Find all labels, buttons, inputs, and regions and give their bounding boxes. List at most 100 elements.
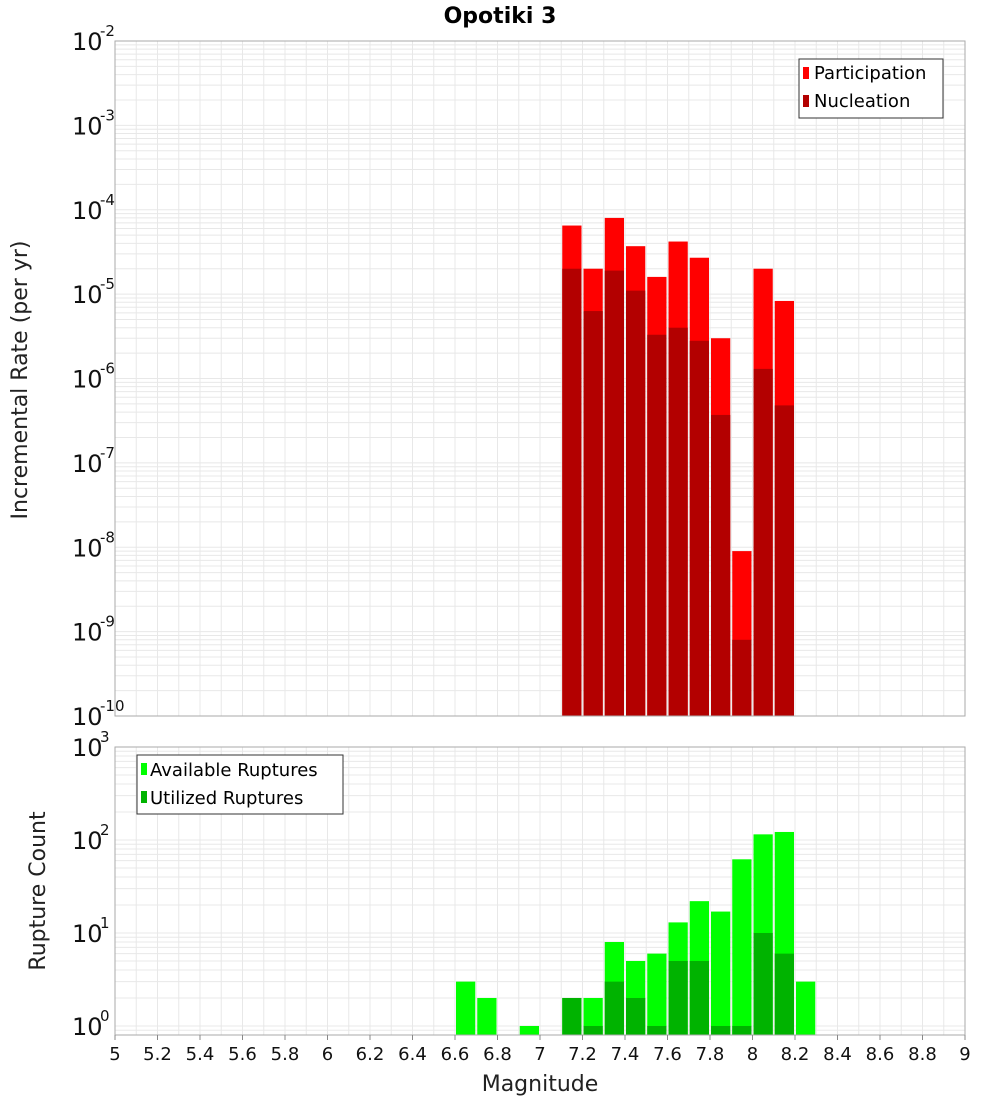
utilized-ruptures-bar [562, 997, 582, 1035]
y-tick-label: 10 [72, 619, 103, 647]
y-tick-label: 10 [72, 1013, 103, 1041]
y-tick-label: 10 [72, 450, 103, 478]
x-tick-label: 8.2 [781, 1044, 810, 1065]
x-tick-label: 8 [747, 1044, 758, 1065]
x-tick-label: 7.8 [696, 1044, 725, 1065]
y-tick-label: 10 [72, 734, 103, 762]
x-tick-label: 6.6 [441, 1044, 470, 1065]
available-ruptures-bar [732, 859, 752, 1035]
y-tick-exponent: 0 [100, 1007, 110, 1025]
y-tick-label: 10 [72, 920, 103, 948]
legend-swatch-participation [803, 67, 809, 79]
nucleation-bar [562, 268, 582, 716]
x-tick-label: 8.4 [823, 1044, 852, 1065]
x-tick-label: 5.6 [228, 1044, 257, 1065]
nucleation-bar [604, 270, 624, 716]
y-tick-label: 10 [72, 112, 103, 140]
y-tick-label: 10 [72, 534, 103, 562]
available-ruptures-bar [519, 1025, 539, 1035]
legend-swatch-utilized [141, 791, 147, 803]
x-tick-label: 5.8 [271, 1044, 300, 1065]
utilized-ruptures-bar [732, 1025, 752, 1035]
utilized-ruptures-bar [689, 960, 709, 1035]
count-plot-y-axis-label: Rupture Count [26, 811, 51, 971]
x-tick-label: 7.6 [653, 1044, 682, 1065]
available-ruptures-bar [456, 981, 476, 1035]
x-tick-label: 9 [959, 1044, 970, 1065]
y-tick-exponent: 3 [100, 728, 110, 746]
y-tick-exponent: -7 [100, 444, 115, 462]
available-ruptures-bar [796, 981, 816, 1035]
legend-box [136, 754, 344, 815]
y-tick-exponent: -5 [100, 275, 115, 293]
rate-plot-y-axis-label: Incremental Rate (per yr) [8, 241, 33, 520]
legend-label-participation: Participation [814, 63, 926, 84]
y-tick-exponent: 2 [100, 821, 110, 839]
utilized-ruptures-bar [583, 1025, 603, 1035]
x-axis-label: Magnitude [482, 1072, 599, 1097]
utilized-ruptures-bar [647, 1025, 667, 1035]
x-tick-label: 7 [534, 1044, 545, 1065]
y-tick-label: 10 [72, 366, 103, 394]
y-tick-exponent: -3 [100, 106, 115, 124]
legend-label-utilized: Utilized Ruptures [150, 788, 303, 809]
rate-plot-frame [114, 40, 966, 717]
x-tick-label: 7.2 [568, 1044, 597, 1065]
x-tick-label: 6.8 [483, 1044, 512, 1065]
x-tick-label: 6 [322, 1044, 333, 1065]
utilized-ruptures-bar [774, 953, 794, 1035]
y-tick-exponent: -2 [100, 22, 115, 40]
available-ruptures-bar [477, 997, 497, 1035]
rate-plot-grid [114, 40, 966, 717]
x-tick-label: 5.4 [186, 1044, 215, 1065]
x-tick-label: 5 [109, 1044, 120, 1065]
available-ruptures-bar [583, 997, 603, 1035]
y-tick-exponent: -10 [100, 697, 125, 715]
legend-label-available: Available Ruptures [150, 760, 318, 781]
y-tick-exponent: 1 [100, 914, 110, 932]
y-tick-exponent: -4 [100, 191, 115, 209]
y-tick-label: 10 [72, 827, 103, 855]
y-tick-exponent: -8 [100, 528, 115, 546]
nucleation-bar [626, 290, 646, 716]
x-tick-label: 6.4 [398, 1044, 427, 1065]
y-tick-label: 10 [72, 281, 103, 309]
y-tick-exponent: -9 [100, 613, 115, 631]
available-ruptures-bar [647, 953, 667, 1035]
utilized-ruptures-bar [626, 997, 646, 1035]
utilized-ruptures-bar [604, 981, 624, 1035]
count-plot-x-ticks: 5 5.2 5.4 5.6 5.8 6 6.2 6.4 6.6 6.8 7 7.2 7.4 7.6 7.8 8… [109, 1035, 971, 1065]
legend-swatch-nucleation [803, 95, 809, 107]
nucleation-bar [711, 414, 731, 716]
x-tick-label: 7.4 [611, 1044, 640, 1065]
nucleation-bar [647, 334, 667, 716]
x-tick-label: 8.6 [866, 1044, 895, 1065]
utilized-ruptures-bar [668, 960, 688, 1035]
nucleation-bar [774, 405, 794, 716]
x-tick-label: 6.2 [356, 1044, 385, 1065]
y-tick-label: 10 [72, 197, 103, 225]
available-ruptures-bar [711, 911, 731, 1035]
utilized-ruptures-bar [711, 1025, 731, 1035]
nucleation-bar [732, 639, 752, 716]
nucleation-bar [753, 368, 773, 716]
x-tick-label: 5.2 [143, 1044, 172, 1065]
y-tick-label: 10 [72, 703, 103, 731]
utilized-ruptures-bar [753, 932, 773, 1035]
y-tick-label: 10 [72, 28, 103, 56]
rate-plot-bars [562, 217, 794, 717]
x-tick-label: 8.8 [908, 1044, 937, 1065]
nucleation-bar [668, 327, 688, 716]
nucleation-bar [583, 311, 603, 716]
chart-title: Opotiki 3 [444, 4, 557, 29]
y-tick-exponent: -6 [100, 360, 115, 378]
legend-box [798, 58, 944, 119]
rate-plot-legend: Participation Nucleation [798, 58, 944, 119]
nucleation-bar [689, 340, 709, 716]
legend-label-nucleation: Nucleation [814, 91, 910, 112]
